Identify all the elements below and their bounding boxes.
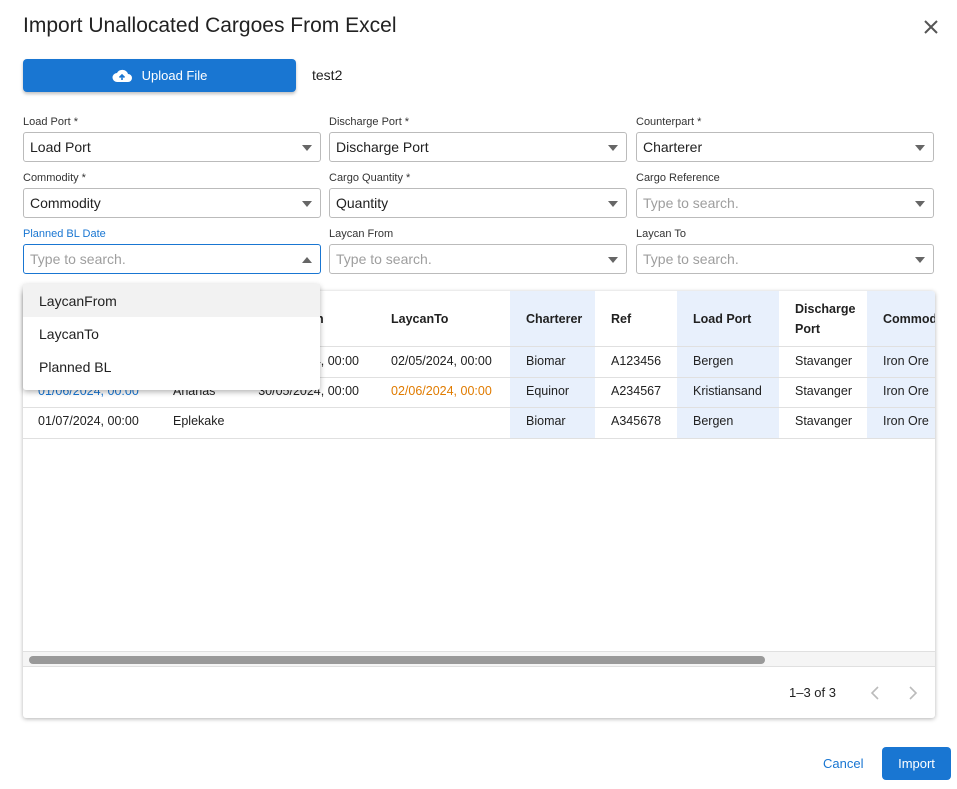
table-cell: Iron Ore xyxy=(883,414,929,428)
field-value: Load Port xyxy=(30,139,91,155)
table-cell: Eplekake xyxy=(173,414,225,428)
dropdown-option[interactable]: LaycanFrom xyxy=(23,284,320,317)
select-field[interactable]: Type to search. xyxy=(636,244,934,274)
select-field[interactable]: Quantity xyxy=(329,188,627,218)
column-header: LaycanTo xyxy=(391,312,449,326)
table-cell: Iron Ore xyxy=(883,354,929,368)
table-cell: 01/07/2024, 00:00 xyxy=(38,414,139,428)
import-button[interactable]: Import xyxy=(882,747,951,780)
field-value: Discharge Port xyxy=(336,139,429,155)
dropdown-option[interactable]: Planned BL xyxy=(39,358,112,375)
column-shade xyxy=(510,291,595,438)
column-header: Discharge Port xyxy=(795,302,856,336)
field-label: Laycan From xyxy=(329,228,394,240)
pagination-arrows[interactable] xyxy=(868,685,923,701)
dropdown-option[interactable]: LaycanTo xyxy=(39,325,99,342)
upload-button[interactable]: Upload File xyxy=(23,59,296,92)
field-label: Discharge Port * xyxy=(329,116,410,128)
field-placeholder: Type to search. xyxy=(30,251,126,267)
dropdown-arrow xyxy=(608,257,618,263)
dropdown-arrow xyxy=(302,145,312,151)
field-label: Laycan To xyxy=(636,228,686,240)
table-cell: 02/05/2024, 00:00 xyxy=(391,354,492,368)
file-name: test2 xyxy=(312,67,343,83)
field-placeholder: Type to search. xyxy=(643,195,739,211)
dropdown-arrow xyxy=(302,201,312,207)
dropdown-arrow xyxy=(608,201,618,207)
select-field[interactable]: Discharge Port xyxy=(329,132,627,162)
table-cell: Biomar xyxy=(526,354,566,368)
field-label: Cargo Reference xyxy=(636,172,720,184)
table-cell: Stavanger xyxy=(795,414,852,428)
table-cell: Stavanger xyxy=(795,384,852,398)
select-field[interactable]: Load Port xyxy=(23,132,321,162)
close-button[interactable] xyxy=(922,18,940,36)
table-cell: A234567 xyxy=(611,384,662,398)
row-divider xyxy=(23,438,935,439)
dropdown-arrow xyxy=(915,145,925,151)
column-shade xyxy=(867,291,935,438)
dropdown-arrow xyxy=(302,257,312,263)
table-cell: 4, 00:00 xyxy=(313,354,359,368)
select-field[interactable]: Type to search. xyxy=(329,244,627,274)
select-field[interactable]: Charterer xyxy=(636,132,934,162)
table-cell: Bergen xyxy=(693,354,734,368)
footer-divider xyxy=(23,666,935,667)
field-label: Load Port * xyxy=(23,116,79,128)
table-cell: Biomar xyxy=(526,414,566,428)
table-cell: Stavanger xyxy=(795,354,852,368)
table-cell: A345678 xyxy=(611,414,662,428)
upload-icon xyxy=(112,69,132,82)
select-field[interactable]: Commodity xyxy=(23,188,321,218)
table-cell: Kristiansand xyxy=(693,384,762,398)
field-label: Commodity * xyxy=(23,172,86,184)
dropdown-menu: LaycanFrom LaycanTo Planned BL xyxy=(23,284,320,390)
dropdown-arrow xyxy=(915,257,925,263)
field-value: Commodity xyxy=(30,195,101,211)
table-cell: Bergen xyxy=(693,414,734,428)
dialog-title: Import Unallocated Cargoes From Excel xyxy=(23,14,397,37)
row-divider xyxy=(23,377,935,378)
row-divider xyxy=(23,407,935,408)
field-value: Quantity xyxy=(336,195,389,211)
column-shade xyxy=(677,291,779,438)
column-header: Load Port xyxy=(693,312,752,326)
field-label: Planned BL Date xyxy=(23,228,106,240)
cancel-button[interactable]: Cancel xyxy=(823,756,864,771)
table-cell: 02/06/2024, 00:00 xyxy=(391,384,492,398)
upload-label: Upload File xyxy=(141,68,208,83)
field-value: Charterer xyxy=(643,139,703,155)
table-cell: Iron Ore xyxy=(883,384,929,398)
pagination-range: 1–3 of 3 xyxy=(789,685,836,700)
field-placeholder: Type to search. xyxy=(336,251,432,267)
header-divider xyxy=(23,346,935,347)
table-cell: Equinor xyxy=(526,384,570,398)
data-table: nLaycanToChartererRefLoad PortDischarge … xyxy=(23,291,935,718)
column-header: Charterer xyxy=(526,312,583,326)
field-placeholder: Type to search. xyxy=(643,251,739,267)
column-header: Commod xyxy=(883,312,935,326)
field-label: Counterpart * xyxy=(636,116,702,128)
dropdown-arrow xyxy=(915,201,925,207)
table-cell: A123456 xyxy=(611,354,662,368)
select-field[interactable]: Type to search. xyxy=(23,244,321,274)
scroll-thumb[interactable] xyxy=(29,656,765,664)
dropdown-arrow xyxy=(608,145,618,151)
field-label: Cargo Quantity * xyxy=(329,172,411,184)
column-header: Ref xyxy=(611,312,632,326)
select-field[interactable]: Type to search. xyxy=(636,188,934,218)
